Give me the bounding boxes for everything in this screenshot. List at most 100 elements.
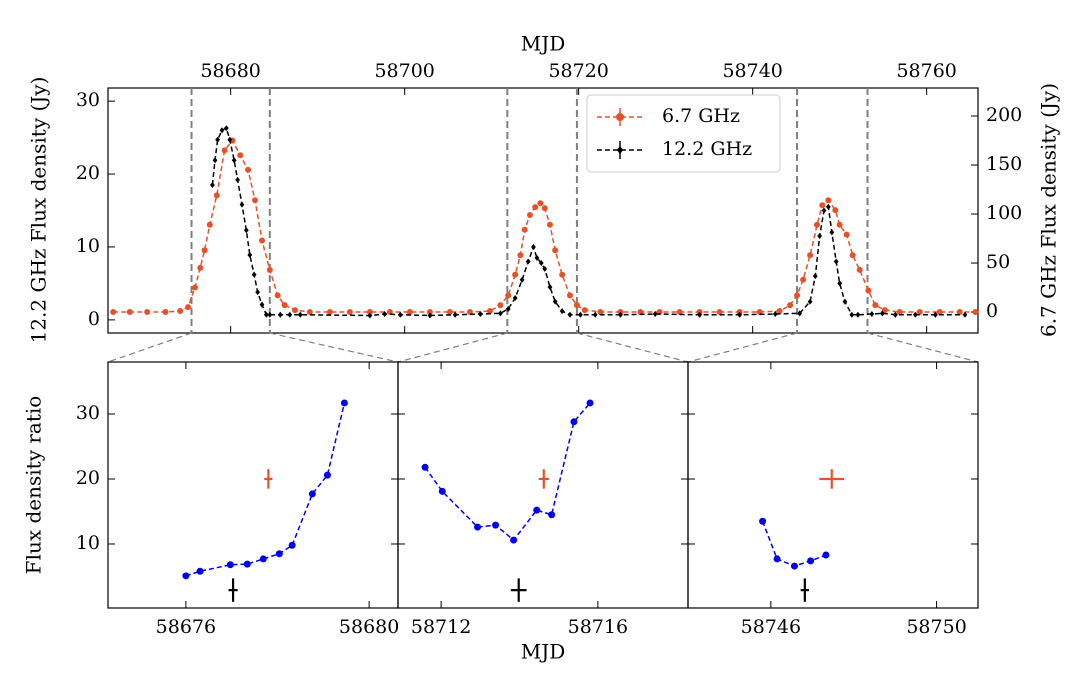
- data-point: [438, 487, 446, 495]
- data-point: [552, 247, 559, 254]
- y-tick-label: 20: [76, 467, 100, 489]
- data-point: [892, 311, 898, 318]
- legend-label: 6.7 GHz: [662, 105, 740, 127]
- data-point: [821, 207, 827, 214]
- data-point: [162, 309, 169, 316]
- data-point: [386, 309, 393, 316]
- data-point: [797, 310, 803, 317]
- y-tick-label: 20: [76, 162, 100, 184]
- data-point: [466, 309, 473, 316]
- data-point: [849, 311, 855, 318]
- data-point: [534, 254, 540, 261]
- x-tick-label: 58716: [568, 616, 628, 638]
- data-point: [531, 243, 536, 250]
- plot-frame: [107, 87, 979, 334]
- data-point: [772, 311, 778, 318]
- y2-tick-label: 0: [986, 300, 998, 322]
- data-point: [521, 226, 528, 233]
- y2-tick-label: 50: [986, 251, 1010, 273]
- data-point: [773, 555, 781, 563]
- data-point: [676, 309, 683, 316]
- data-point: [829, 229, 835, 236]
- data-point: [486, 308, 493, 315]
- data-point: [542, 265, 548, 272]
- data-point: [406, 309, 413, 316]
- data-point: [247, 251, 253, 258]
- x-tick-label: 58760: [896, 60, 956, 82]
- data-point: [825, 203, 831, 210]
- data-point: [223, 125, 229, 132]
- data-point: [346, 309, 353, 316]
- data-point: [833, 258, 839, 265]
- x-tick-label: 58700: [374, 60, 434, 82]
- data-point: [263, 311, 269, 318]
- data-point: [790, 562, 798, 570]
- data-point: [323, 471, 331, 479]
- data-point: [533, 506, 541, 514]
- data-point: [865, 287, 872, 294]
- data-point: [421, 463, 429, 471]
- data-point: [566, 292, 573, 299]
- data-point: [427, 312, 433, 319]
- data-point: [843, 231, 850, 238]
- data-point: [308, 490, 316, 498]
- data-point: [235, 176, 241, 183]
- data-point: [541, 205, 548, 212]
- data-point: [618, 311, 623, 318]
- data-point: [213, 192, 220, 199]
- series-line: [761, 520, 827, 567]
- data-point: [652, 311, 658, 318]
- data-point: [912, 311, 918, 318]
- data-point: [182, 572, 190, 580]
- data-point: [505, 292, 512, 299]
- data-point: [196, 567, 204, 575]
- data-point: [255, 289, 261, 296]
- data-point: [776, 308, 783, 315]
- data-point: [814, 221, 821, 228]
- x-tick-label: 58712: [411, 616, 471, 638]
- data-point: [881, 307, 888, 314]
- zoom-connector: [576, 332, 689, 363]
- zoom-connector: [687, 332, 798, 363]
- data-point: [231, 157, 237, 164]
- data-point: [812, 273, 818, 280]
- data-point: [274, 292, 281, 299]
- data-point: [787, 302, 794, 309]
- data-point: [258, 237, 265, 244]
- data-point: [822, 551, 830, 559]
- data-point: [879, 310, 885, 317]
- data-point: [512, 271, 519, 278]
- data-point: [532, 204, 539, 211]
- data-point: [932, 311, 938, 318]
- data-point: [546, 221, 553, 228]
- data-point: [306, 309, 313, 316]
- data-point: [201, 247, 208, 254]
- data-point: [538, 260, 544, 266]
- data-point: [281, 302, 288, 309]
- data-point: [552, 298, 558, 305]
- x-tick-label: 58680: [200, 60, 260, 82]
- data-point: [497, 310, 503, 317]
- data-point: [366, 309, 373, 316]
- y-tick-label: 10: [76, 532, 100, 554]
- data-point: [251, 271, 257, 278]
- zoom-connector: [397, 332, 508, 363]
- data-point: [842, 298, 848, 305]
- x-tick-label: 58720: [548, 60, 608, 82]
- data-point: [259, 301, 265, 308]
- data-point: [497, 302, 504, 309]
- x-axis-label: MJD: [521, 640, 566, 664]
- panel-frame: [687, 361, 979, 609]
- legend-label: 12.2 GHz: [662, 138, 752, 160]
- y-tick-label: 30: [76, 402, 100, 424]
- data-point: [817, 233, 823, 240]
- data-point: [474, 523, 482, 531]
- data-point: [581, 307, 588, 314]
- y2-tick-label: 200: [986, 104, 1022, 126]
- data-point: [849, 252, 856, 259]
- data-point: [210, 181, 215, 188]
- data-point: [597, 309, 604, 316]
- data-point: [452, 311, 458, 318]
- data-point: [836, 221, 843, 228]
- data-point: [800, 276, 807, 283]
